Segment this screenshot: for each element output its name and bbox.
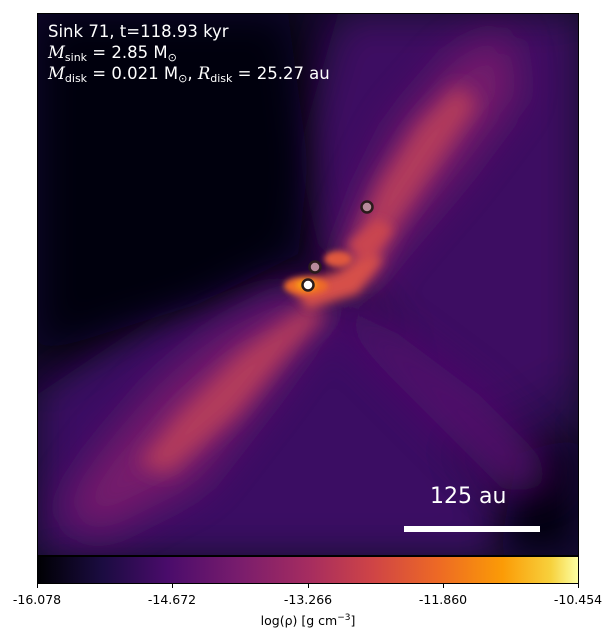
colorbar-tick-label: -11.860: [418, 592, 468, 607]
colorbar-tick: [578, 584, 579, 588]
colorbar-tick: [37, 584, 38, 588]
sink-particle: [308, 260, 322, 274]
density-map-panel: Sink 71, t=118.93 kyr Msink = 2.85 M⊙ Md…: [37, 13, 579, 556]
colorbar-tick-label: -10.454: [553, 592, 603, 607]
colorbar-tick: [308, 584, 309, 588]
sink-particle: [360, 200, 374, 214]
scalebar-label: 125 au: [430, 484, 507, 509]
scalebar: [404, 526, 540, 532]
sink-particle: [301, 278, 315, 292]
colorbar-tick: [172, 584, 173, 588]
colorbar-tick: [443, 584, 444, 588]
colorbar-tick-label: -16.078: [12, 592, 62, 607]
colorbar: [37, 556, 579, 584]
colorbar-tick-label: -14.672: [147, 592, 197, 607]
sink-mass-label: Msink = 2.85 M⊙: [48, 43, 177, 64]
disk-info-label: Mdisk = 0.021 M⊙, Rdisk = 25.27 au: [48, 64, 330, 85]
colorbar-tick-label: -13.266: [283, 592, 333, 607]
sink-particles: [301, 200, 374, 292]
sink-info-title: Sink 71, t=118.93 kyr: [48, 22, 229, 41]
colorbar-label: log(ρ) [g cm−3]: [260, 613, 356, 629]
density-map: [38, 14, 578, 555]
